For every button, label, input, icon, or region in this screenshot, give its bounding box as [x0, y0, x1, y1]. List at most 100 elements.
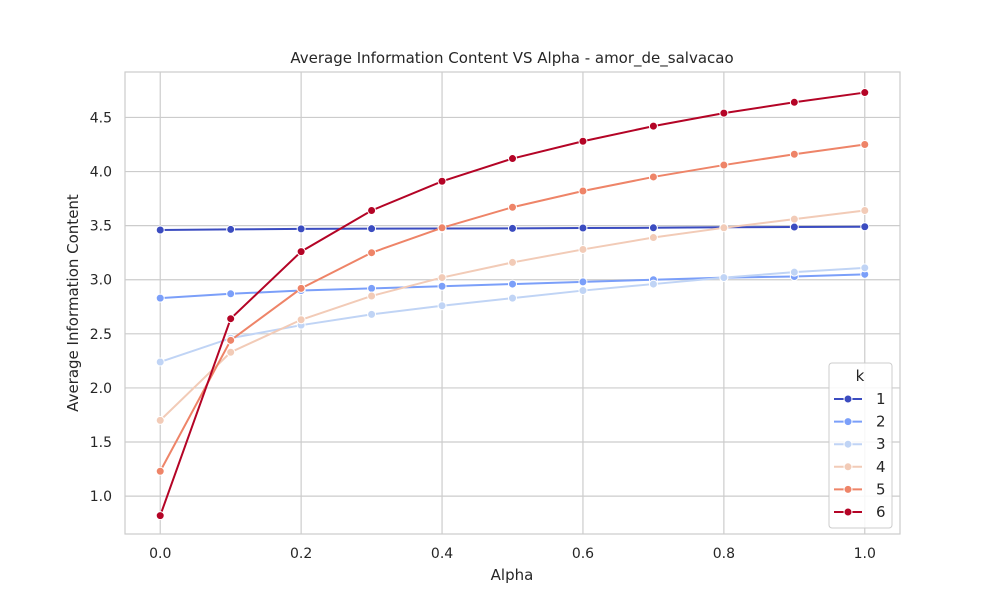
data-point: [860, 139, 870, 149]
data-point: [860, 205, 870, 215]
data-point: [226, 335, 236, 345]
data-point: [578, 244, 588, 254]
data-point: [860, 88, 870, 98]
data-point: [155, 466, 165, 476]
data-point: [648, 121, 658, 131]
data-point: [296, 247, 306, 257]
data-point: [437, 223, 447, 233]
data-point: [226, 289, 236, 299]
data-point: [719, 223, 729, 233]
data-point: [578, 223, 588, 233]
grid-lines: [125, 72, 900, 534]
series-6: [155, 88, 870, 521]
data-point: [578, 277, 588, 287]
x-tick-label: 0.0: [149, 546, 171, 562]
legend-swatch-marker: [843, 417, 853, 427]
data-point: [508, 154, 517, 164]
data-point: [789, 97, 799, 107]
legend-label: 3: [876, 435, 886, 453]
data-point: [226, 347, 236, 357]
data-point: [437, 273, 447, 283]
data-point: [367, 309, 377, 319]
data-point: [860, 263, 870, 273]
x-tick-label: 1.0: [854, 546, 876, 562]
data-point: [648, 223, 658, 233]
x-tick-label: 0.2: [290, 546, 312, 562]
data-point: [578, 186, 588, 196]
y-tick-label: 3.0: [90, 273, 112, 289]
data-point: [155, 293, 165, 303]
data-point: [648, 233, 658, 243]
data-point: [508, 293, 517, 303]
x-tick-label: 0.6: [572, 546, 594, 562]
x-tick-label: 0.8: [713, 546, 735, 562]
series-5: [155, 139, 870, 476]
legend-swatch-marker: [843, 484, 853, 494]
data-point: [578, 286, 588, 296]
data-point: [860, 222, 870, 232]
data-point: [578, 136, 588, 146]
data-point: [437, 281, 447, 291]
data-point: [789, 214, 799, 224]
x-tick-label: 0.4: [431, 546, 453, 562]
data-point: [719, 160, 729, 170]
y-tick-label: 3.5: [90, 219, 112, 235]
data-point: [789, 222, 799, 232]
data-point: [367, 224, 377, 234]
data-point: [648, 279, 658, 289]
data-point: [648, 172, 658, 182]
plot-area: [124, 71, 901, 535]
data-point: [367, 291, 377, 301]
legend: k 1 2 3 4 5 6: [828, 362, 893, 529]
legend-label: 4: [876, 458, 886, 476]
legend-item-6: 6: [834, 503, 886, 521]
legend-label: 1: [876, 390, 886, 408]
x-axis-label: Alpha: [491, 566, 534, 584]
data-point: [296, 283, 306, 293]
data-point: [789, 267, 799, 277]
legend-items: 1 2 3 4 5 6: [834, 390, 886, 521]
legend-item-5: 5: [834, 480, 886, 498]
data-point: [226, 224, 236, 234]
series-layer: [155, 88, 870, 521]
data-point: [155, 415, 165, 425]
data-point: [296, 224, 306, 234]
data-point: [789, 149, 799, 159]
data-point: [508, 202, 517, 212]
data-point: [367, 248, 377, 258]
y-tick-label: 4.0: [90, 165, 112, 181]
y-tick-labels: 1.0 1.5 2.0 2.5 3.0 3.5 4.0 4.5: [90, 110, 112, 505]
data-point: [508, 279, 517, 289]
legend-title: k: [856, 367, 865, 385]
legend-item-2: 2: [834, 413, 886, 431]
y-tick-label: 2.0: [90, 381, 112, 397]
data-point: [226, 314, 236, 324]
legend-swatch-marker: [843, 394, 853, 404]
legend-label: 5: [876, 480, 886, 498]
chart-title: Average Information Content VS Alpha - a…: [290, 49, 733, 68]
data-point: [367, 205, 377, 215]
legend-swatch-marker: [843, 507, 853, 517]
y-tick-label: 4.5: [90, 110, 112, 126]
data-point: [719, 108, 729, 118]
legend-label: 2: [876, 413, 886, 431]
y-tick-label: 2.5: [90, 327, 112, 343]
x-tick-labels: 0.0 0.2 0.4 0.6 0.8 1.0: [149, 546, 876, 562]
data-point: [508, 257, 517, 267]
legend-item-4: 4: [834, 458, 886, 476]
data-point: [437, 301, 447, 311]
y-tick-label: 1.0: [90, 489, 112, 505]
legend-item-3: 3: [834, 435, 886, 453]
legend-swatch-marker: [843, 439, 853, 449]
data-point: [296, 315, 306, 325]
legend-item-1: 1: [834, 390, 886, 408]
series-4: [155, 205, 870, 425]
legend-swatch-marker: [843, 462, 853, 472]
series-1: [155, 222, 870, 235]
data-point: [719, 273, 729, 283]
data-point: [437, 176, 447, 186]
legend-label: 6: [876, 503, 886, 521]
y-tick-label: 1.5: [90, 435, 112, 451]
y-axis-label: Average Information Content: [64, 194, 82, 412]
